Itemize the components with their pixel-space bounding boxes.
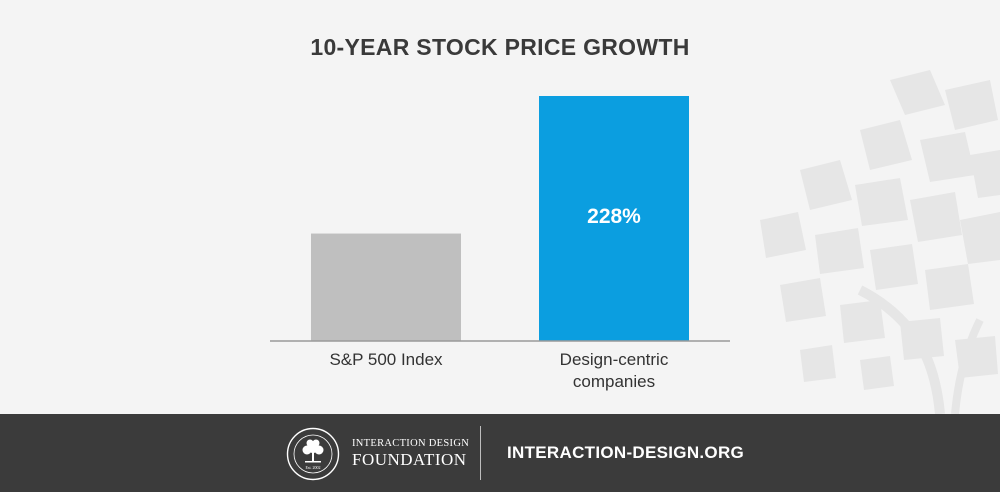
chart-area: 10-YEAR STOCK PRICE GROWTH 228% S&P 500 …: [270, 34, 1000, 414]
decorative-leaves: [740, 60, 1000, 414]
data-label-design-centric: 228%: [587, 205, 641, 228]
logo-line-1: INTERACTION DESIGN: [352, 438, 470, 449]
website-link[interactable]: INTERACTION-DESIGN.ORG: [507, 443, 745, 462]
bar-chart: 228%: [270, 96, 730, 342]
bar-design-centric: [539, 96, 689, 341]
footer-bar: Est. 2002 INTERACTION DESIGN FOUNDATION …: [0, 414, 1000, 492]
foundation-wordmark: INTERACTION DESIGN FOUNDATION: [352, 438, 469, 470]
x-tick-label-sp500: S&P 500 Index: [329, 350, 443, 369]
chart-title: 10-YEAR STOCK PRICE GROWTH: [310, 34, 690, 60]
bar-sp500: [311, 233, 461, 341]
x-tick-label-design-centric: Design-centric companies: [559, 350, 669, 391]
foundation-seal-logo: Est. 2002: [286, 427, 340, 481]
logo-line-2: FOUNDATION: [352, 450, 467, 469]
svg-text:Est. 2002: Est. 2002: [305, 465, 320, 470]
footer-divider: [480, 426, 481, 480]
